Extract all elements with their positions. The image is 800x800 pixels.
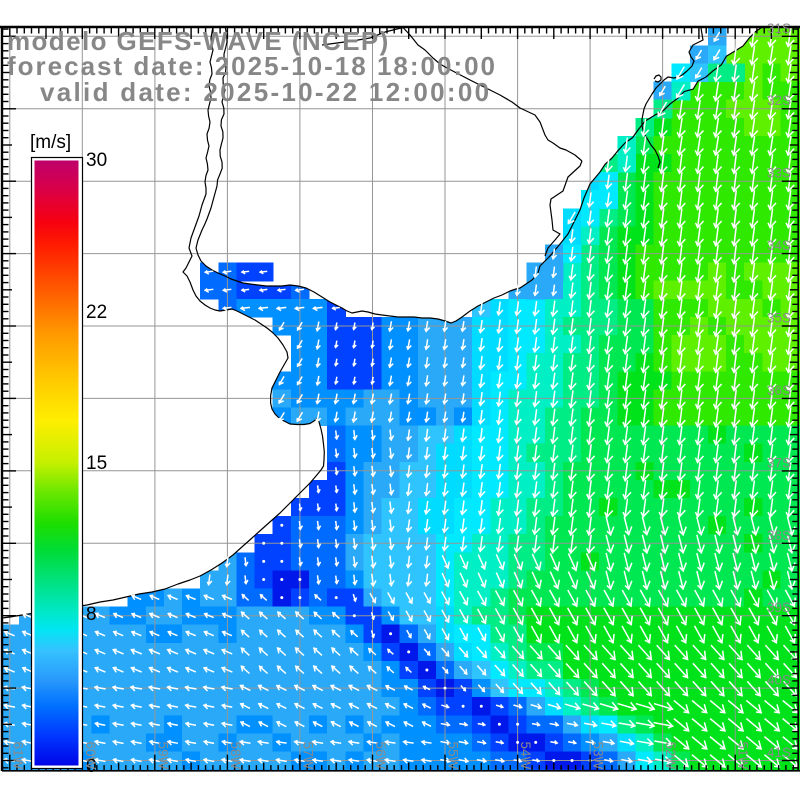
- svg-text:38S: 38S: [767, 528, 791, 543]
- svg-text:52W: 52W: [663, 742, 678, 770]
- svg-text:58W: 58W: [228, 742, 243, 770]
- svg-text:56W: 56W: [373, 742, 388, 770]
- svg-text:59W: 59W: [155, 742, 170, 770]
- svg-text:40S: 40S: [767, 673, 791, 688]
- svg-text:53W: 53W: [591, 742, 606, 770]
- svg-text:39S: 39S: [767, 600, 791, 615]
- svg-text:41S: 41S: [767, 745, 791, 760]
- svg-text:31S: 31S: [767, 21, 791, 36]
- svg-text:15: 15: [86, 453, 107, 474]
- svg-text:22: 22: [86, 302, 107, 323]
- svg-text:55W: 55W: [446, 742, 461, 770]
- svg-text:[m/s]: [m/s]: [30, 132, 71, 153]
- svg-text:8: 8: [86, 604, 97, 625]
- svg-text:57W: 57W: [300, 742, 315, 770]
- svg-text:54W: 54W: [518, 742, 533, 770]
- svg-text:51W: 51W: [736, 742, 751, 770]
- svg-text:32S: 32S: [767, 93, 791, 108]
- svg-text:0: 0: [86, 756, 97, 777]
- svg-text:37S: 37S: [767, 455, 791, 470]
- svg-text:60W: 60W: [83, 742, 98, 770]
- svg-text:36S: 36S: [767, 383, 791, 398]
- svg-text:35S: 35S: [767, 311, 791, 326]
- svg-text:33S: 33S: [767, 166, 791, 181]
- svg-text:61W: 61W: [10, 742, 25, 770]
- svg-text:34S: 34S: [767, 238, 791, 253]
- svg-text:30: 30: [86, 150, 107, 171]
